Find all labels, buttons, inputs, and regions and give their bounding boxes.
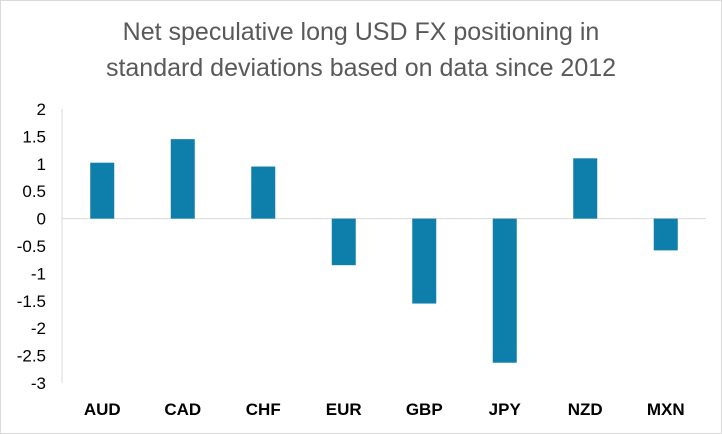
y-tick-label: -2 [31, 319, 46, 338]
bar-mxn [653, 218, 678, 251]
x-axis-categories: AUD CAD CHF EUR GBP JPY NZD MXN [84, 400, 685, 419]
y-tick-label: -1.5 [17, 292, 46, 311]
y-tick-label: -0.5 [17, 237, 46, 256]
bar-cad [170, 139, 195, 219]
bar-eur [331, 218, 356, 266]
y-tick-label: 2 [37, 100, 46, 119]
bar-jpy [492, 218, 517, 363]
y-axis-ticks: 2 1.5 1 0.5 0 -0.5 -1 -1.5 -2 -2.5 -3 [17, 100, 46, 393]
chart-title-line-1: Net speculative long USD FX positioning … [122, 18, 600, 46]
category-label-chf: CHF [246, 400, 281, 419]
category-label-mxn: MXN [647, 400, 685, 419]
y-tick-label: -3 [31, 374, 46, 393]
chart-title-line-2: standard deviations based on data since … [105, 54, 617, 82]
category-label-gbp: GBP [406, 400, 443, 419]
bar-gbp [412, 218, 437, 304]
bar-aud [90, 162, 115, 219]
y-tick-label: 0 [37, 210, 46, 229]
y-tick-label: -1 [31, 264, 46, 283]
bars [90, 139, 678, 363]
y-tick-label: 1.5 [22, 127, 46, 146]
bar-nzd [573, 158, 598, 219]
y-tick-label: -2.5 [17, 347, 46, 366]
category-label-aud: AUD [84, 400, 121, 419]
category-label-eur: EUR [326, 400, 362, 419]
category-label-jpy: JPY [489, 400, 522, 419]
y-tick-label: 1 [37, 155, 46, 174]
category-label-cad: CAD [164, 400, 201, 419]
y-tick-label: 0.5 [22, 182, 46, 201]
category-label-nzd: NZD [568, 400, 603, 419]
bar-chf [251, 166, 276, 219]
